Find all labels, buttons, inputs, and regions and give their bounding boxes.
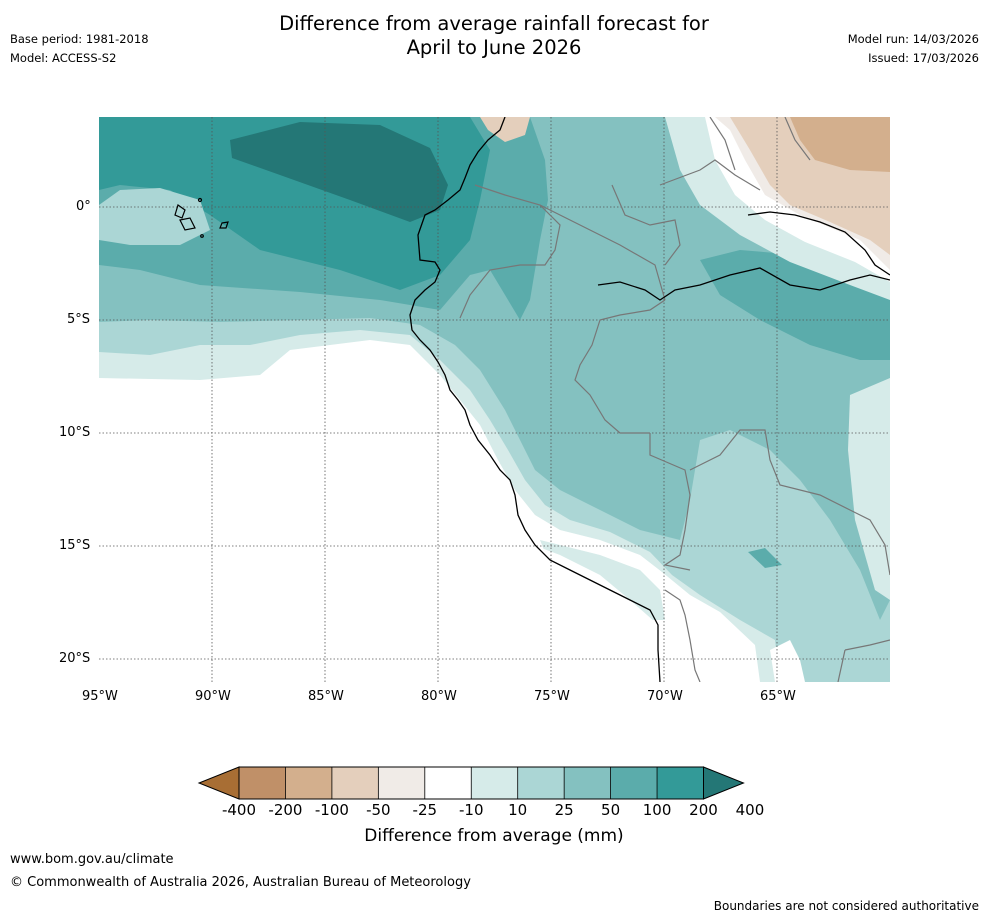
colorbar-segment xyxy=(564,767,611,799)
colorbar-tick-label: -400 xyxy=(221,801,257,819)
contour-10-25-ne xyxy=(665,117,890,300)
colorbar-tick-label: -50 xyxy=(366,801,391,819)
colorbar-tick-label: 100 xyxy=(642,801,672,819)
colorbar-tick-label: 200 xyxy=(689,801,718,819)
lon-label-75w: 75°W xyxy=(534,689,570,704)
colorbar-tick-label: 50 xyxy=(601,801,621,819)
lon-label-80w: 80°W xyxy=(421,689,457,704)
colorbar-segment xyxy=(331,767,379,799)
issued-date: Issued: 17/03/2026 xyxy=(868,51,979,65)
colorbar-segment xyxy=(471,767,518,799)
galapagos-islands xyxy=(174,197,229,238)
lon-label-90w: 90°W xyxy=(195,689,231,704)
contour-neg-north xyxy=(480,117,530,142)
contour-over-400 xyxy=(230,122,448,222)
colorbar-segment xyxy=(378,767,425,799)
colorbar-tick-label: -200 xyxy=(268,801,303,819)
colorbar-segments xyxy=(197,766,745,800)
lat-label-10s: 10°S xyxy=(59,425,91,440)
coastlines xyxy=(409,117,890,682)
colorbar-arrow-low xyxy=(197,766,240,800)
colorbar-segment xyxy=(517,767,565,799)
colorbar-segment xyxy=(610,767,658,799)
footer-url: www.bom.gov.au/climate xyxy=(10,852,174,867)
lon-label-95w: 95°W xyxy=(82,689,118,704)
contour-10-25-east xyxy=(848,378,890,600)
colorbar-tick-label: 25 xyxy=(554,801,574,819)
title-line-1: Difference from average rainfall forecas… xyxy=(279,12,709,35)
graticule xyxy=(99,117,890,682)
contour-white-se xyxy=(770,640,805,682)
contour-25-50-west xyxy=(99,188,210,245)
contour-100-200-south xyxy=(748,548,782,568)
lat-label-0: 0° xyxy=(76,199,91,214)
lon-label-65w: 65°W xyxy=(760,689,796,704)
footer-copyright: © Commonwealth of Australia 2026, Austra… xyxy=(10,875,471,890)
colorbar-tick-label: -10 xyxy=(459,801,484,819)
contour-white-coast-south xyxy=(520,540,660,682)
lat-label-5s: 5°S xyxy=(67,312,91,327)
model-name: Model: ACCESS-S2 xyxy=(10,51,117,65)
lat-label-20s: 20°S xyxy=(59,651,91,666)
country-boundaries xyxy=(459,117,890,682)
title-line-2: April to June 2026 xyxy=(406,36,582,59)
colorbar-title: Difference from average (mm) xyxy=(364,826,624,846)
colorbar-segment xyxy=(657,767,704,799)
lon-label-70w: 70°W xyxy=(647,689,683,704)
colorbar-segment xyxy=(285,767,332,799)
base-period: Base period: 1981-2018 xyxy=(10,32,149,46)
colorbar-tick-label: -100 xyxy=(314,801,349,819)
lat-label-15s: 15°S xyxy=(59,538,91,553)
model-run-date: Model run: 14/03/2026 xyxy=(847,32,979,46)
colorbar-tick-label: 10 xyxy=(508,801,528,819)
map-title: Difference from average rainfall forecas… xyxy=(0,12,988,60)
colorbar-segment xyxy=(424,767,472,799)
colorbar-segment xyxy=(239,767,286,799)
lon-label-85w: 85°W xyxy=(308,689,344,704)
colorbar-tick-label: -25 xyxy=(412,801,438,819)
colorbar-tick-label: 400 xyxy=(735,801,765,819)
footer-disclaimer: Boundaries are not considered authoritat… xyxy=(713,899,979,913)
colorbar-arrow-high xyxy=(703,766,745,800)
contour-neg50-neg100 xyxy=(790,117,890,172)
